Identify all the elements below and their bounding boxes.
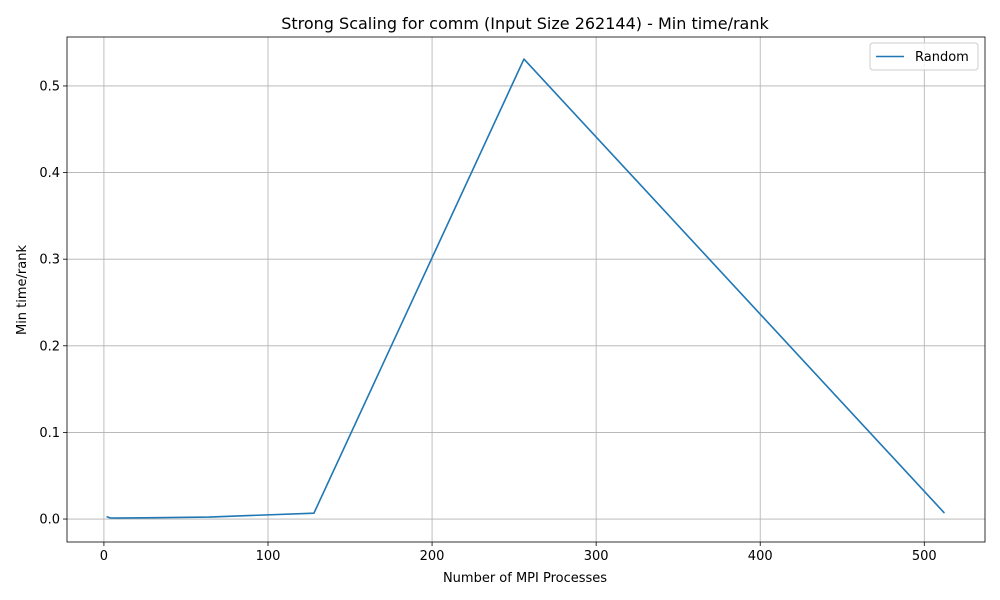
y-axis-label: Min time/rank bbox=[15, 245, 30, 336]
y-tick-label: 0.4 bbox=[39, 166, 60, 181]
x-tick-label: 400 bbox=[748, 549, 773, 564]
x-tick-label: 200 bbox=[420, 549, 445, 564]
y-tick-label: 0.3 bbox=[39, 253, 60, 268]
y-tick-label: 0.5 bbox=[39, 79, 60, 94]
grid bbox=[67, 37, 985, 542]
y-tick-label: 0.2 bbox=[39, 339, 60, 354]
chart-title: Strong Scaling for comm (Input Size 2621… bbox=[281, 14, 769, 33]
x-tick-label: 100 bbox=[256, 549, 281, 564]
series-line-random bbox=[106, 58, 945, 519]
x-tick-label: 0 bbox=[100, 549, 108, 564]
axes-frame bbox=[66, 36, 986, 543]
legend-label-random: Random bbox=[915, 50, 969, 65]
x-tick-label: 500 bbox=[912, 549, 937, 564]
legend: Random bbox=[869, 42, 979, 71]
x-tick-label: 300 bbox=[584, 549, 609, 564]
y-tick-label: 0.1 bbox=[39, 426, 60, 441]
legend-frame bbox=[869, 42, 979, 71]
y-tick-label: 0.0 bbox=[39, 513, 60, 528]
series-group bbox=[106, 58, 945, 519]
y-axis-ticks: 0.0 0.1 0.2 0.3 0.4 0.5 bbox=[39, 79, 67, 528]
x-axis-ticks: 0 100 200 300 400 500 bbox=[100, 542, 937, 564]
axes-border bbox=[66, 36, 986, 543]
x-axis-label: Number of MPI Processes bbox=[443, 571, 607, 586]
